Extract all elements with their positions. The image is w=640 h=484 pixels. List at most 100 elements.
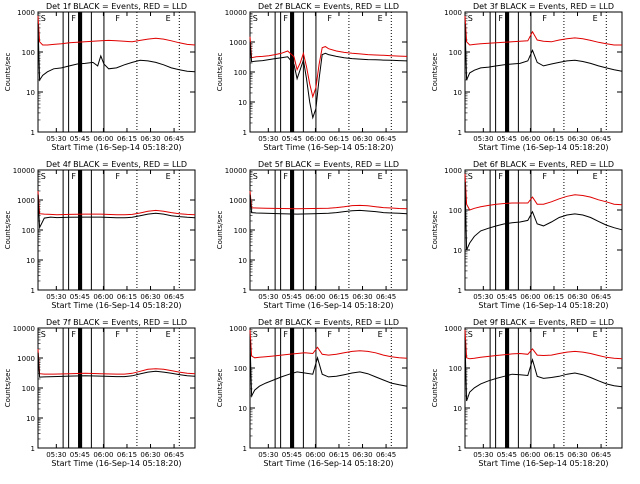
panel-1f: Det 1f BLACK = Events, RED = LLD 1 10 100 10… — [4, 2, 196, 152]
marker-f: F — [283, 330, 288, 339]
panel-4f: Det 4f BLACK = Events, RED = LLD 1 10 100 10… — [4, 160, 196, 310]
plot-frame — [249, 169, 408, 291]
x-tick-label: 06:45 — [164, 135, 184, 143]
x-tick-label: 06:30 — [352, 451, 372, 459]
plot-frame — [249, 327, 408, 449]
y-tick-label: 100 — [234, 227, 247, 235]
marker-s: S — [468, 14, 473, 23]
marker-f: F — [542, 14, 547, 23]
y-axis-label: Counts/sec — [431, 369, 439, 408]
series-black — [37, 23, 196, 82]
plot-frame — [37, 327, 196, 449]
y-tick-label: 1 — [243, 445, 247, 453]
marker-f: F — [115, 172, 120, 181]
series-black — [37, 194, 196, 230]
marker-f: F — [327, 330, 332, 339]
panel-title: Det 3f BLACK = Events, RED = LLD — [473, 2, 614, 11]
series-red — [249, 329, 408, 359]
x-tick-label: 06:00 — [305, 135, 325, 143]
y-tick-label: 1000 — [17, 355, 35, 363]
x-tick-label: 06:00 — [520, 135, 540, 143]
marker-e: E — [166, 330, 171, 339]
x-tick-label: 05:45 — [282, 135, 302, 143]
marker-f: F — [327, 172, 332, 181]
x-tick-label: 05:45 — [282, 451, 302, 459]
series-black — [249, 41, 408, 120]
x-tick-label: 06:15 — [329, 135, 349, 143]
x-tick-label: 05:45 — [497, 135, 517, 143]
x-axis-label: Start Time (16-Sep-14 05:18:20) — [263, 301, 393, 310]
panel-title: Det 1f BLACK = Events, RED = LLD — [46, 2, 187, 11]
x-tick-label: 06:30 — [140, 135, 160, 143]
y-tick-label: 100 — [22, 49, 35, 57]
x-tick-label: 06:15 — [329, 451, 349, 459]
y-tick-label: 1000 — [229, 39, 247, 47]
panel-title: Det 8f BLACK = Events, RED = LLD — [258, 318, 399, 327]
y-tick-label: 10 — [238, 405, 247, 413]
marker-f: F — [542, 172, 547, 181]
x-axis-label: Start Time (16-Sep-14 05:18:20) — [478, 459, 608, 468]
y-tick-label: 1 — [31, 129, 35, 137]
x-tick-label: 06:15 — [117, 293, 137, 301]
panel-3f: Det 3f BLACK = Events, RED = LLD 1 10 100 10… — [431, 2, 623, 152]
panel-title: Det 2f BLACK = Events, RED = LLD — [258, 2, 399, 11]
marker-f: F — [115, 14, 120, 23]
y-tick-label: 1 — [243, 287, 247, 295]
y-tick-label: 100 — [449, 207, 462, 215]
y-tick-label: 10 — [26, 415, 35, 423]
series-red — [464, 329, 623, 360]
y-tick-label: 100 — [22, 227, 35, 235]
x-tick-label: 06:15 — [544, 135, 564, 143]
y-tick-label: 10 — [238, 99, 247, 107]
y-tick-label: 100 — [234, 69, 247, 77]
x-tick-label: 05:30 — [46, 135, 66, 143]
y-tick-label: 10 — [453, 89, 462, 97]
x-axis-label: Start Time (16-Sep-14 05:18:20) — [51, 459, 181, 468]
x-tick-label: 05:45 — [70, 293, 90, 301]
marker-f: F — [327, 14, 332, 23]
y-tick-label: 100 — [234, 365, 247, 373]
x-axis-label: Start Time (16-Sep-14 05:18:20) — [51, 301, 181, 310]
panel-7f: Det 7f BLACK = Events, RED = LLD 1 10 100 10… — [4, 318, 196, 468]
y-tick-label: 10000 — [225, 167, 247, 175]
x-tick-label: 06:45 — [591, 451, 611, 459]
x-tick-label: 06:00 — [520, 451, 540, 459]
panel-title: Det 5f BLACK = Events, RED = LLD — [258, 160, 399, 169]
x-tick-label: 06:15 — [329, 293, 349, 301]
series-black — [464, 181, 623, 251]
marker-f: F — [283, 172, 288, 181]
y-axis-label: Counts/sec — [216, 211, 224, 250]
series-red — [249, 190, 408, 210]
x-tick-label: 05:30 — [258, 451, 278, 459]
panel-title: Det 4f BLACK = Events, RED = LLD — [46, 160, 187, 169]
x-tick-label: 06:15 — [117, 135, 137, 143]
plot-frame — [249, 11, 408, 133]
y-tick-label: 10000 — [13, 167, 35, 175]
x-tick-label: 06:30 — [140, 451, 160, 459]
y-axis-label: Counts/sec — [4, 53, 12, 92]
marker-s: S — [253, 330, 258, 339]
x-tick-label: 06:30 — [352, 293, 372, 301]
marker-s: S — [41, 14, 46, 23]
y-tick-label: 1000 — [17, 9, 35, 17]
x-axis-label: Start Time (16-Sep-14 05:18:20) — [263, 459, 393, 468]
marker-e: E — [593, 14, 598, 23]
panel-title: Det 7f BLACK = Events, RED = LLD — [46, 318, 187, 327]
x-tick-label: 06:15 — [544, 293, 564, 301]
y-axis-label: Counts/sec — [216, 53, 224, 92]
plot-frame — [37, 169, 196, 291]
x-tick-label: 06:30 — [567, 135, 587, 143]
plot-frame — [464, 169, 623, 291]
y-tick-label: 1 — [243, 129, 247, 137]
marker-s: S — [468, 330, 473, 339]
marker-f: F — [498, 330, 503, 339]
marker-s: S — [253, 172, 258, 181]
x-tick-label: 05:30 — [258, 293, 278, 301]
series-red — [464, 173, 623, 211]
marker-e: E — [593, 172, 598, 181]
x-tick-label: 06:30 — [140, 293, 160, 301]
panel-5f: Det 5f BLACK = Events, RED = LLD 1 10 100 10… — [216, 160, 408, 310]
x-tick-label: 06:45 — [164, 293, 184, 301]
series-red — [464, 15, 622, 46]
y-tick-label: 10 — [453, 405, 462, 413]
